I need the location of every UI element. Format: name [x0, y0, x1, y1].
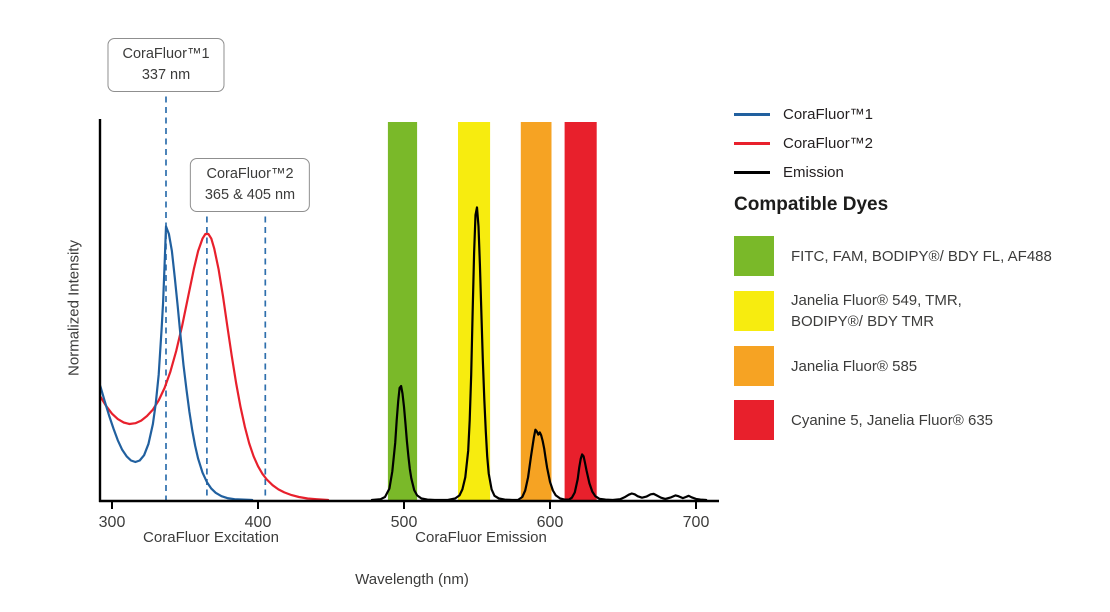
compatible-dyes-heading: Compatible Dyes — [734, 194, 889, 215]
legend-item-label: Emission — [783, 163, 844, 181]
dye-label: Cyanine 5, Janelia Fluor® 635 — [791, 411, 994, 429]
x-tick-label: 600 — [537, 514, 564, 531]
legend-item-corafluor2: CoraFluor™2 — [734, 133, 873, 153]
dye-label: Janelia Fluor® 585 — [791, 357, 918, 375]
chart-legend: CoraFluor™1 CoraFluor™2 Emission — [734, 104, 873, 182]
filter-band-orange — [520, 122, 552, 500]
dye-label: Janelia Fluor® 549, TMR, BODIPY®/ BDY TM… — [791, 292, 962, 330]
filter-band-green — [387, 122, 418, 500]
filter-band-red — [564, 122, 597, 500]
x-tick-label: 300 — [99, 514, 126, 531]
annotation-corafluor1: CoraFluor™1 337 nm — [107, 38, 225, 93]
series-curve-corafluor2-excitation — [99, 232, 330, 502]
dye-color-swatch-orange — [734, 346, 774, 386]
legend-line-swatch-blue — [734, 112, 770, 116]
annotation-corafluor2-wavelength: 365 & 405 nm — [204, 187, 296, 204]
x-tick-label: 400 — [245, 514, 272, 531]
dye-label: FITC, FAM, BODIPY®/ BDY FL, AF488 — [791, 247, 1052, 265]
legend-line-swatch-red — [734, 141, 770, 145]
annotation-corafluor2-name: CoraFluor™2 — [206, 166, 294, 182]
x-axis-label: Wavelength (nm) — [355, 571, 469, 588]
dye-item-orange: Janelia Fluor® 585 — [734, 346, 1106, 386]
dye-color-swatch-green — [734, 236, 774, 276]
legend-item-emission: Emission — [734, 162, 873, 182]
x-tick-label: 500 — [391, 514, 418, 531]
dye-color-swatch-red — [734, 400, 774, 440]
annotation-corafluor1-wavelength: 337 nm — [141, 67, 191, 84]
legend-item-label: CoraFluor™1 — [783, 105, 874, 123]
x-tick-label: 700 — [683, 514, 710, 531]
dye-item-yellow: Janelia Fluor® 549, TMR, BODIPY®/ BDY TM… — [734, 290, 1106, 332]
x-axis-group-label-excitation: CoraFluor Excitation — [143, 529, 279, 546]
compatible-dyes-panel: Compatible Dyes FITC, FAM, BODIPY®/ BDY … — [734, 194, 1106, 454]
filter-band-yellow — [458, 122, 491, 500]
dye-color-swatch-yellow — [734, 291, 774, 331]
legend-line-swatch-black — [734, 170, 770, 174]
series-curve-emission — [370, 206, 708, 502]
y-axis-label: Normalized Intensity — [65, 240, 83, 376]
series-curve-corafluor1-excitation — [99, 225, 254, 502]
legend-item-label: CoraFluor™2 — [783, 134, 874, 152]
annotation-corafluor1-name: CoraFluor™1 — [122, 46, 210, 62]
legend-item-corafluor1: CoraFluor™1 — [734, 104, 873, 124]
annotation-corafluor2: CoraFluor™2 365 & 405 nm — [189, 158, 311, 213]
dye-item-green: FITC, FAM, BODIPY®/ BDY FL, AF488 — [734, 236, 1106, 276]
x-axis-group-label-emission: CoraFluor Emission — [415, 529, 547, 546]
dye-item-red: Cyanine 5, Janelia Fluor® 635 — [734, 400, 1106, 440]
